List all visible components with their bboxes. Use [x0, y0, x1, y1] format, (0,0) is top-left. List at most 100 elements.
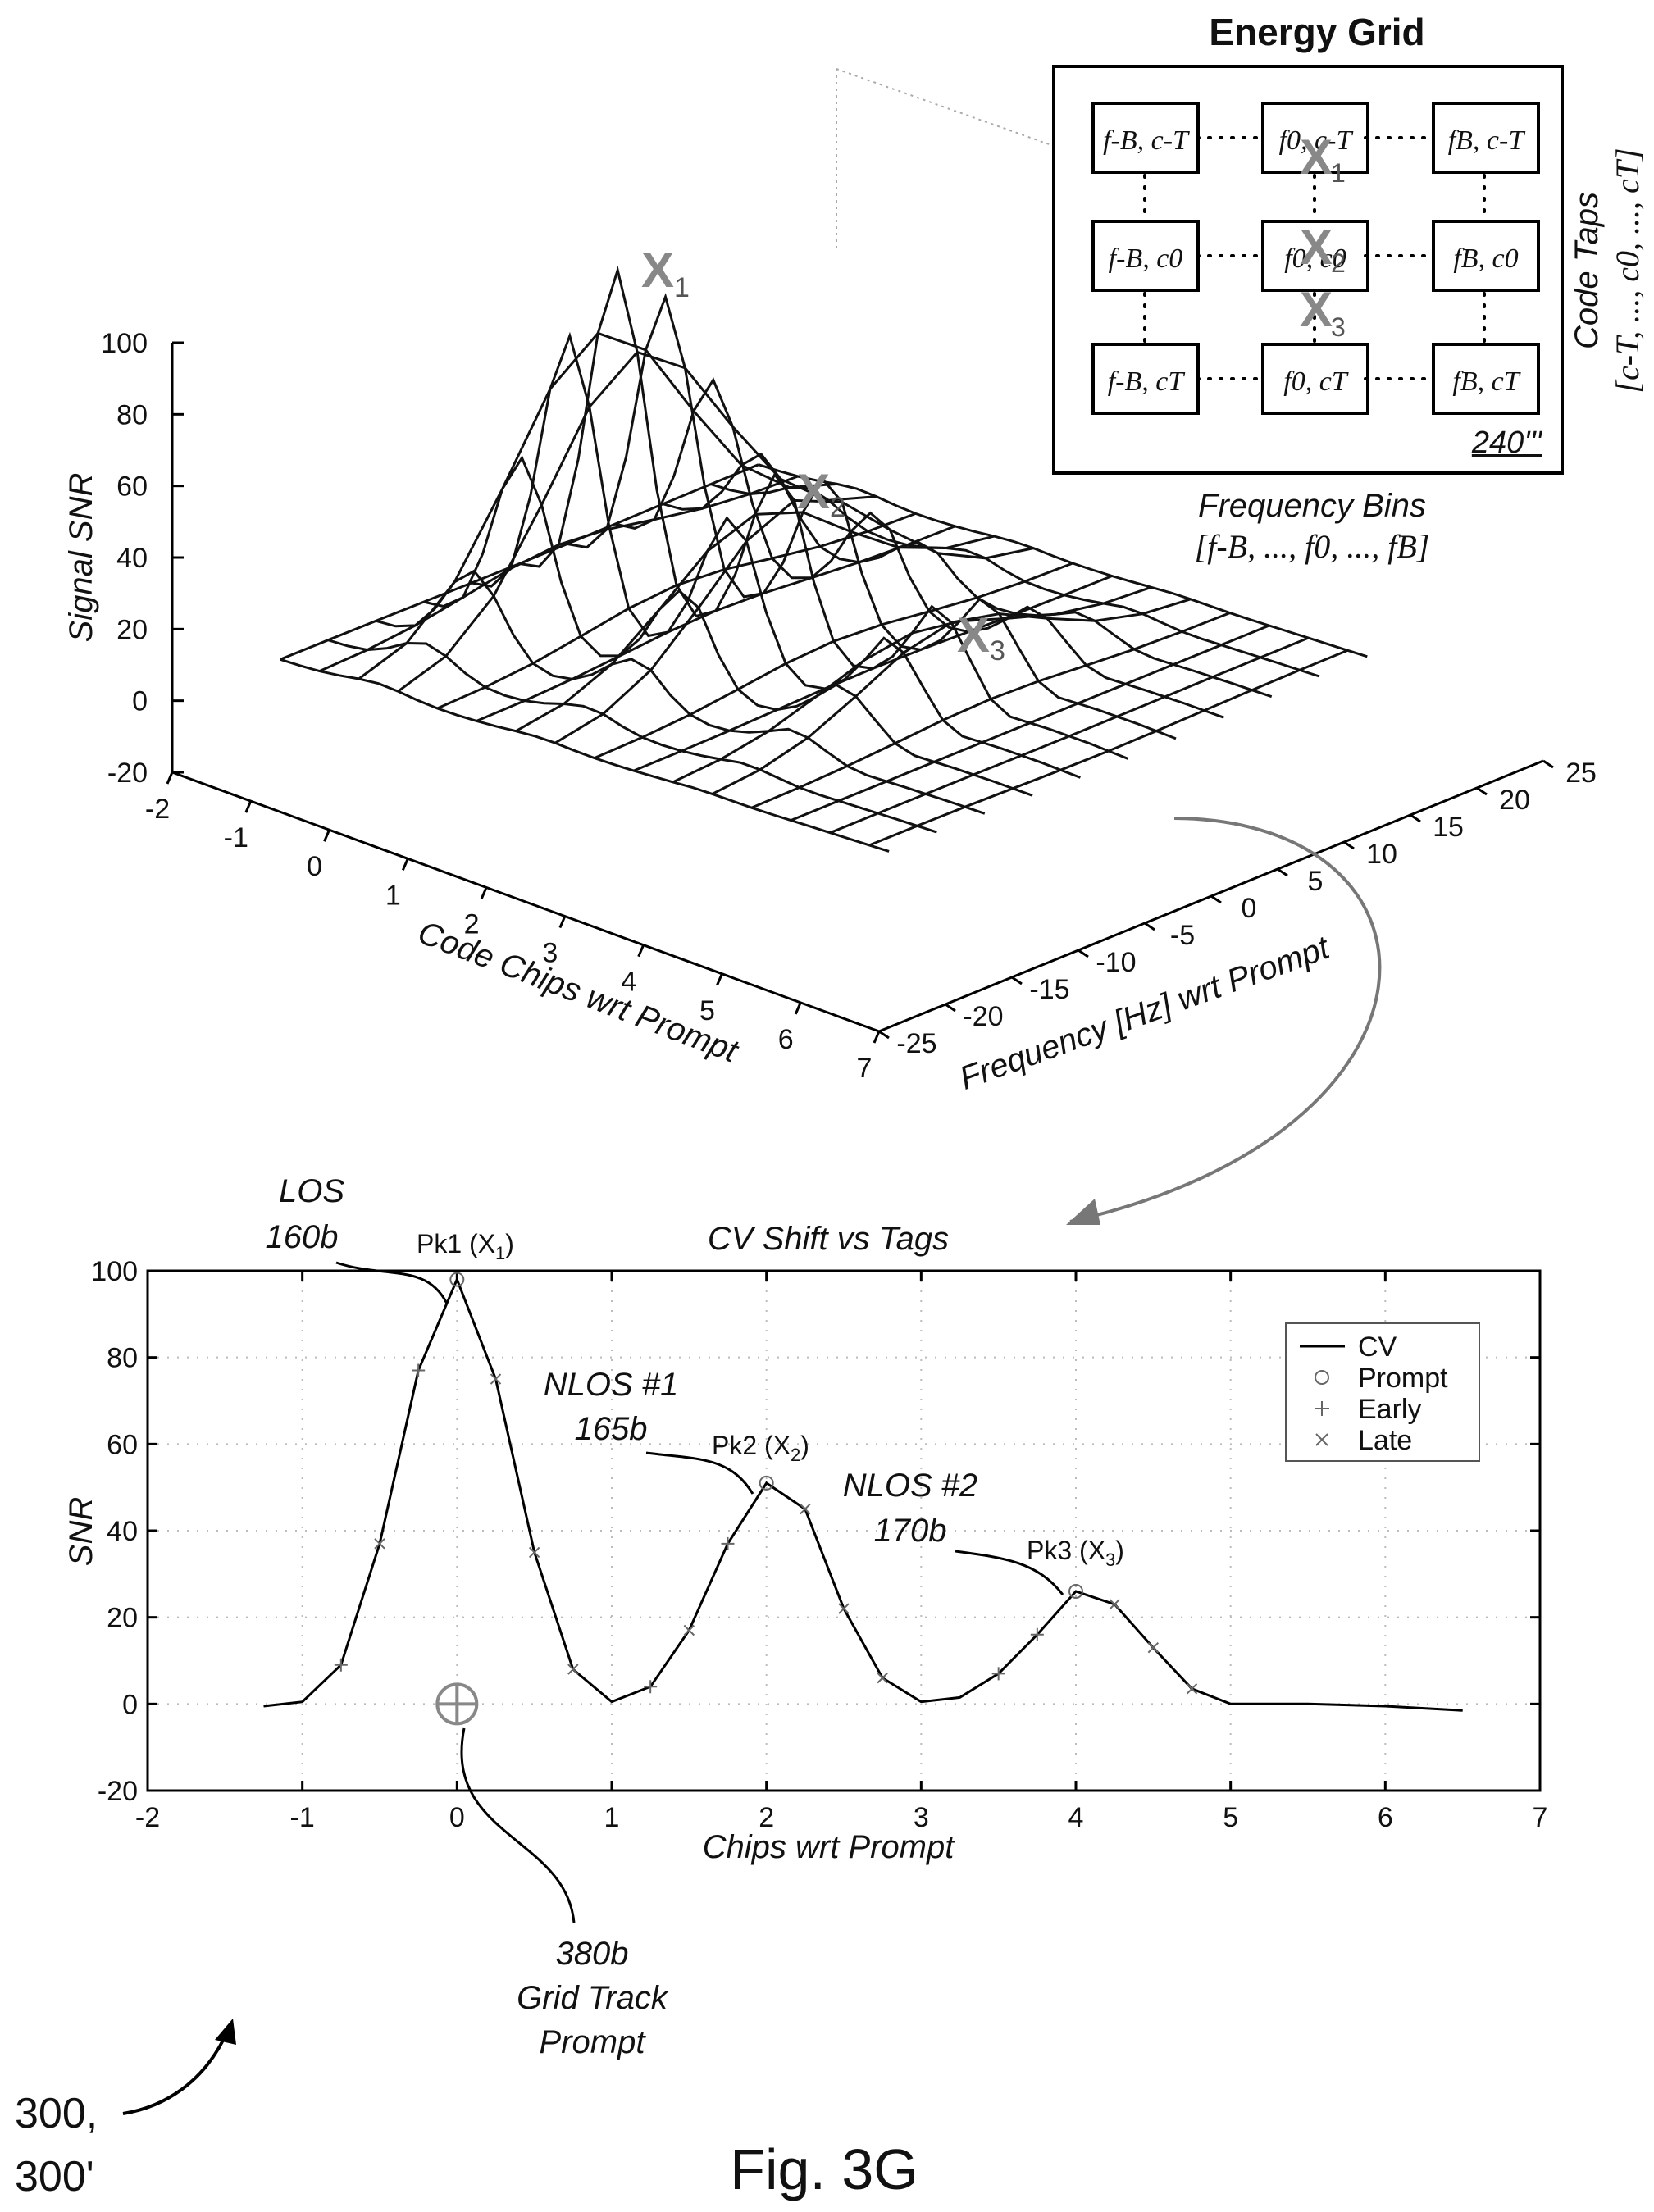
energy-grid-cell-label: f0, cT: [1283, 366, 1349, 397]
code-taps-label: Code Taps: [1569, 192, 1605, 349]
x-tick-label-3d: 4: [621, 967, 636, 998]
svg-text:X: X: [797, 464, 830, 519]
callout-nlos1: NLOS #1 165b: [544, 1367, 754, 1495]
svg-text:Grid Track: Grid Track: [517, 1980, 669, 2016]
legend-prompt-swatch: [1315, 1370, 1329, 1385]
y-tick-label-3d: -10: [1096, 947, 1136, 978]
y-tick-label-3d: 25: [1565, 758, 1597, 789]
svg-text:300': 300': [15, 2153, 94, 2201]
svg-text:X: X: [641, 243, 674, 298]
svg-text:2: 2: [830, 492, 845, 523]
x-tick-label: 3: [914, 1802, 929, 1833]
x-tick-label: 7: [1533, 1802, 1548, 1833]
frequency-bins-label: Frequency Bins: [1198, 488, 1426, 524]
peak-label-1: Pk1 (X1): [417, 1229, 514, 1263]
energy-grid-cell-label: f0, c0: [1284, 244, 1346, 274]
energy-grid-cell: [1432, 343, 1540, 415]
x-tick-label: 4: [1068, 1802, 1084, 1833]
energy-grid-cell: [1091, 102, 1200, 174]
y-tick-label: 100: [91, 1256, 138, 1287]
x-axis-label: Chips wrt Prompt: [703, 1829, 956, 1865]
svg-text:300,: 300,: [15, 2090, 98, 2137]
mesh-line-chip: [750, 612, 1231, 809]
late-marker: [1109, 1599, 1120, 1610]
y-ticks-3d: -25 -20 -15 -10 -5 0 5 10 15 20 25: [878, 758, 1597, 1059]
svg-text:LOS: LOS: [279, 1173, 344, 1209]
z-tick-label: 0: [132, 686, 148, 717]
early-marker: [991, 1667, 1005, 1681]
prompt-marker: [1068, 1583, 1083, 1599]
energy-grid-cell: [1261, 220, 1369, 292]
early-marker: [644, 1680, 658, 1694]
mesh-line-frequency: [423, 455, 1033, 797]
legend-early-label: Early: [1358, 1394, 1421, 1425]
z-tick-label: 40: [116, 543, 148, 574]
late-marker: [877, 1672, 888, 1684]
legend-cv-label: CV: [1358, 1331, 1397, 1363]
svg-text:X: X: [1300, 282, 1333, 337]
y-tick-label-3d: -5: [1170, 920, 1195, 951]
y-axis-label-3d: Frequency [Hz] wrt Prompt: [955, 929, 1336, 1097]
x-ticks-3d: -2 -1 0 1 2 3 4 5 6 7: [145, 771, 881, 1084]
energy-grid-cell-label: f-B, cT: [1108, 366, 1186, 397]
mesh-line-frequency: [567, 293, 1177, 740]
late-marker: [567, 1664, 579, 1675]
late-marker: [490, 1373, 502, 1385]
y-tick-label-3d: 10: [1366, 839, 1397, 870]
x-tick-label-3d: 3: [542, 938, 558, 969]
late-marker: [374, 1538, 385, 1550]
y-axis-label: SNR: [63, 1497, 99, 1566]
mesh-line-chip: [829, 636, 1310, 835]
mesh-line-frequency: [663, 452, 1273, 699]
x-tick-label: 1: [604, 1802, 620, 1833]
svg-text:Pk1 (X1): Pk1 (X1): [417, 1229, 514, 1263]
svg-text:170b: 170b: [874, 1513, 947, 1549]
z-tick-label: 100: [101, 328, 148, 359]
leader-dotted-diagonal: [836, 68, 1055, 147]
svg-text:Pk2 (X2): Pk2 (X2): [712, 1431, 809, 1465]
late-marker: [1186, 1683, 1198, 1695]
y-tick-label-3d: -25: [896, 1028, 936, 1059]
svg-text:NLOS #1: NLOS #1: [544, 1367, 679, 1403]
x-tick-label: 2: [759, 1802, 774, 1833]
energy-grid-cell: [1261, 343, 1369, 415]
mesh-line-chip: [790, 624, 1270, 822]
y-tick-label: 0: [122, 1689, 138, 1720]
callout-grid-track: 380b Grid Track Prompt: [460, 1727, 669, 2060]
y-tick-label-3d: 5: [1308, 866, 1324, 897]
y-tick-label-3d: -20: [963, 1001, 1003, 1032]
late-marker: [838, 1603, 850, 1614]
early-marker: [721, 1536, 735, 1550]
series-layer: [263, 1272, 1463, 1726]
mesh-line-chip: [633, 575, 1113, 772]
grid-track-prompt-cross: [437, 1684, 477, 1724]
reference-arrow: [122, 2029, 230, 2115]
early-marker: [334, 1658, 348, 1672]
mesh-line-chip: [319, 475, 799, 672]
x-axis-3d: [171, 771, 880, 1033]
mesh-line-chip: [436, 512, 917, 710]
surface-peak-x3: X 3: [957, 608, 1005, 667]
axis-ticks: -2 -1 0 1 2 3 4 5 6 7 100 80 60 40 20 0 -20: [91, 1256, 1547, 1833]
mesh-line-chip: [280, 463, 759, 661]
y-tick-label-3d: 15: [1433, 812, 1464, 843]
mesh-line-chip: [868, 649, 1348, 847]
energy-grid-cell-label: fB, c0: [1453, 244, 1518, 274]
mesh-line-chip: [358, 331, 837, 680]
svg-text:Prompt: Prompt: [540, 2024, 647, 2060]
grid-peak-markers: X 1 X 2 X 3: [1300, 130, 1346, 342]
x-tick-label-3d: -1: [224, 822, 248, 853]
mesh-line-chip: [672, 585, 1152, 784]
x-tick-label-3d: 7: [857, 1053, 873, 1084]
x-tick-label-3d: 1: [385, 880, 401, 911]
mesh-line-frequency: [614, 377, 1224, 719]
transition-arrow: [1066, 817, 1382, 1225]
y-tick-label: 60: [107, 1429, 138, 1460]
callout-nlos2: NLOS #2 170b: [843, 1468, 1064, 1595]
energy-grid-cell-label: f0, c-T: [1279, 125, 1354, 156]
z-tick-label: -20: [107, 758, 148, 789]
z-tick-label: 20: [116, 614, 148, 645]
frequency-bins-range: [f-B, ..., f0, ..., fB]: [1195, 528, 1430, 565]
mesh-line-frequency: [376, 569, 986, 815]
